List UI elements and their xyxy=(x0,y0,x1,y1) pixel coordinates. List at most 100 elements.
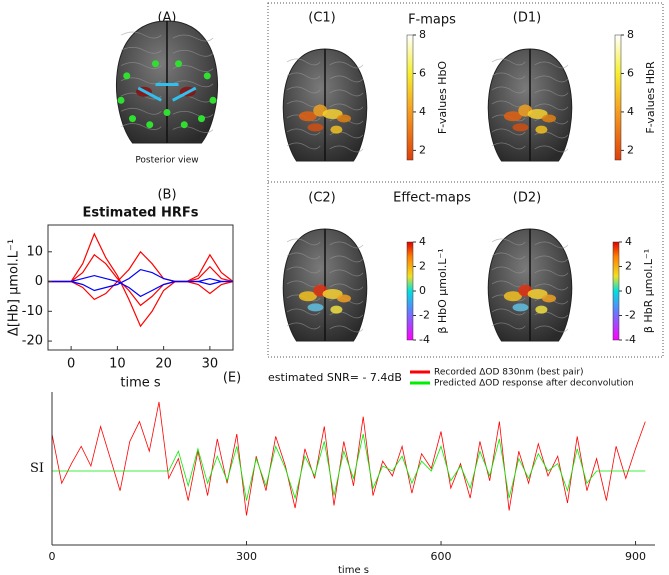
colorbar-label: F-values HbO xyxy=(436,61,449,135)
activation xyxy=(298,111,317,122)
activation xyxy=(512,123,529,132)
activation xyxy=(307,303,324,312)
activation xyxy=(535,305,548,314)
y-axis-label: SI xyxy=(30,461,44,476)
activation xyxy=(527,288,548,299)
activation xyxy=(322,288,343,299)
gyrus xyxy=(491,72,569,83)
colorbar xyxy=(406,241,414,341)
colorbar-tick-label: 0 xyxy=(625,284,632,297)
colorbar-tick-label: -2 xyxy=(625,309,636,322)
gyrus xyxy=(120,31,214,42)
gyrus xyxy=(286,58,364,69)
optode xyxy=(152,60,159,68)
optode xyxy=(203,72,211,80)
y-tick-label: 0 xyxy=(35,274,43,289)
colorbar-tick-label: 2 xyxy=(625,260,632,273)
colorbar-tick-label: 4 xyxy=(625,235,632,248)
x-tick-label: 300 xyxy=(236,550,257,563)
activation xyxy=(337,294,351,303)
gyrus xyxy=(491,142,569,153)
colorbar-tick-label: 6 xyxy=(419,66,426,79)
gyrus xyxy=(286,252,364,263)
x-tick-label: 0 xyxy=(49,550,56,563)
annotation: estimated SNR= - 7.4dB xyxy=(268,371,402,384)
gyrus xyxy=(286,266,364,277)
colorbar-label: F-values HbR xyxy=(644,61,657,134)
x-tick-label: 20 xyxy=(155,357,172,372)
colorbar-tick-label: -4 xyxy=(419,333,430,346)
series-line xyxy=(52,433,646,501)
series-line xyxy=(48,253,234,307)
channel xyxy=(137,86,162,102)
activation xyxy=(512,303,529,312)
colorbar-tick-label: 4 xyxy=(419,235,426,248)
colorbar-tick-label: 8 xyxy=(419,28,426,41)
activation xyxy=(503,291,522,302)
optode xyxy=(175,60,182,68)
colorbar-tick-label: 4 xyxy=(627,105,634,118)
x-tick-label: 600 xyxy=(431,550,452,563)
channel xyxy=(172,86,197,102)
activation xyxy=(535,125,548,134)
gyrus xyxy=(120,46,214,57)
optode xyxy=(117,96,125,104)
activation xyxy=(503,111,522,122)
series-line xyxy=(48,268,233,292)
optode xyxy=(129,115,136,123)
optode xyxy=(163,109,171,116)
panel-label: (D2) xyxy=(513,191,541,206)
series-line xyxy=(48,274,233,298)
x-tick-label: 0 xyxy=(67,357,75,372)
optode xyxy=(198,115,205,123)
gyrus xyxy=(286,322,364,333)
optode xyxy=(180,121,188,129)
colorbar-label: β HbO μmol.L⁻¹ xyxy=(436,248,449,333)
activation xyxy=(330,125,343,134)
gyrus xyxy=(286,86,364,97)
gyrus xyxy=(491,238,569,249)
optode xyxy=(209,96,217,104)
activation xyxy=(542,294,556,303)
chart-title: Estimated HRFs xyxy=(83,206,199,221)
activation xyxy=(542,114,556,123)
activation xyxy=(307,123,324,132)
panel-box xyxy=(267,2,664,358)
section-title: F-maps xyxy=(408,13,456,28)
panel-label: (D1) xyxy=(513,11,541,26)
caption: Posterior view xyxy=(135,156,198,166)
colorbar-label: β HbR μmol.L⁻¹ xyxy=(642,249,655,333)
optode xyxy=(123,72,131,80)
colorbar xyxy=(406,34,414,161)
legend-label: Predicted ΔOD response after deconvoluti… xyxy=(434,379,634,389)
colorbar-tick-label: 6 xyxy=(627,66,634,79)
colorbar-tick-label: -4 xyxy=(625,333,636,346)
colorbar-tick-label: 0 xyxy=(419,284,426,297)
activation xyxy=(322,108,343,119)
colorbar-tick-label: 4 xyxy=(419,105,426,118)
gyrus xyxy=(120,123,214,133)
gyrus xyxy=(286,142,364,153)
gyrus xyxy=(286,72,364,83)
colorbar-tick-label: 8 xyxy=(627,28,634,41)
panel-label: (B) xyxy=(157,188,176,203)
activation xyxy=(337,114,351,123)
x-axis-label: time s xyxy=(338,565,369,575)
activation xyxy=(527,108,548,119)
gyrus xyxy=(491,322,569,333)
activation xyxy=(298,291,317,302)
series-line xyxy=(48,232,234,328)
gyrus xyxy=(491,266,569,277)
panel-label: (E) xyxy=(223,371,241,386)
gyrus xyxy=(491,86,569,97)
colorbar xyxy=(612,241,620,341)
gyrus xyxy=(286,238,364,249)
x-axis-label: time s xyxy=(120,376,161,391)
colorbar-tick-label: 2 xyxy=(627,143,634,156)
y-axis-label: Δ[Hb] μmol.L⁻¹ xyxy=(7,239,22,336)
series-line xyxy=(51,401,646,516)
x-tick-label: 30 xyxy=(202,357,219,372)
gyrus xyxy=(491,58,569,69)
colorbar-tick-label: 2 xyxy=(419,143,426,156)
